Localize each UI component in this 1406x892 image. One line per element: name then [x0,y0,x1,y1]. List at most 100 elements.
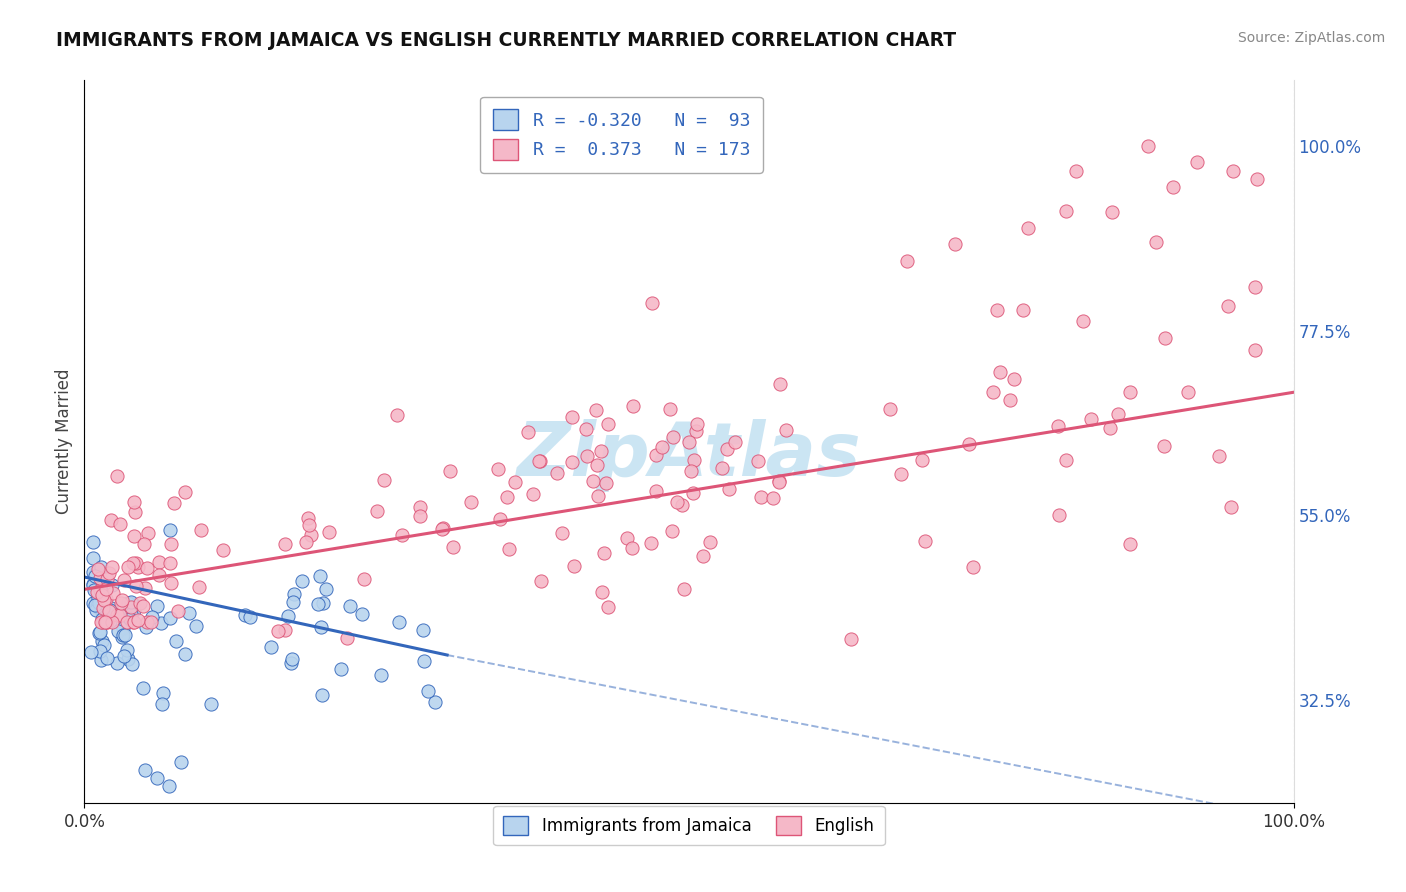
Point [134,582,156,596]
Point [621,399,644,413]
Point [439,464,461,478]
Point [692,549,714,563]
Point [112,627,135,641]
Point [943,237,966,252]
Point [616,531,638,545]
Point [962,560,984,574]
Point [177,607,200,621]
Point [190,523,212,537]
Point [645,483,668,498]
Point [117,652,139,666]
Point [339,599,361,613]
Point [159,524,181,538]
Point [1119,537,1142,551]
Text: Source: ZipAtlas.com: Source: ZipAtlas.com [1237,31,1385,45]
Point [1107,407,1129,421]
Point [1054,203,1077,218]
Point [561,455,583,469]
Point [1017,221,1039,235]
Point [163,496,186,510]
Point [93,592,115,607]
Point [267,624,290,639]
Point [87,586,110,600]
Point [1047,508,1070,522]
Point [986,302,1008,317]
Point [307,597,329,611]
Point [768,474,790,488]
Point [1246,171,1268,186]
Point [281,651,304,665]
Point [120,600,142,615]
Point [165,633,187,648]
Point [121,657,143,671]
Point [277,609,299,624]
Point [89,571,111,585]
Point [135,620,157,634]
Legend: Immigrants from Jamaica, English: Immigrants from Jamaica, English [494,805,884,845]
Point [259,640,281,654]
Point [1098,421,1121,435]
Point [529,454,551,468]
Point [1064,163,1087,178]
Point [82,565,104,579]
Point [352,607,374,621]
Point [1220,500,1243,514]
Point [1244,343,1267,358]
Point [105,468,128,483]
Point [409,508,432,523]
Point [679,464,702,478]
Point [101,577,124,591]
Point [91,612,114,626]
Point [112,621,135,635]
Text: IMMIGRANTS FROM JAMAICA VS ENGLISH CURRENTLY MARRIED CORRELATION CHART: IMMIGRANTS FROM JAMAICA VS ENGLISH CURRE… [56,31,956,50]
Point [621,541,644,555]
Point [152,698,174,712]
Point [959,437,981,451]
Point [86,585,108,599]
Point [678,435,700,450]
Point [233,607,256,622]
Point [134,763,156,777]
Point [562,558,585,573]
Point [671,498,693,512]
Point [1137,139,1160,153]
Point [132,681,155,695]
Point [87,597,110,611]
Point [575,422,598,436]
Point [86,599,108,613]
Point [1185,155,1208,169]
Point [84,603,107,617]
Point [93,639,115,653]
Point [591,585,613,599]
Point [841,632,863,646]
Point [136,560,159,574]
Point [366,504,388,518]
Point [769,377,792,392]
Point [115,615,138,630]
Point [586,489,609,503]
Point [120,612,142,626]
Point [683,452,706,467]
Point [124,505,146,519]
Point [911,453,934,467]
Point [593,546,616,560]
Point [1119,385,1142,400]
Point [699,534,721,549]
Point [685,424,707,438]
Point [1177,385,1199,400]
Point [98,604,121,618]
Point [122,598,145,612]
Point [186,619,208,633]
Point [489,512,512,526]
Point [91,607,114,622]
Point [91,574,114,589]
Point [124,615,146,630]
Point [330,662,353,676]
Point [686,417,709,431]
Point [295,534,318,549]
Point [775,423,797,437]
Point [105,657,128,671]
Point [370,667,392,681]
Point [84,598,107,612]
Point [589,444,612,458]
